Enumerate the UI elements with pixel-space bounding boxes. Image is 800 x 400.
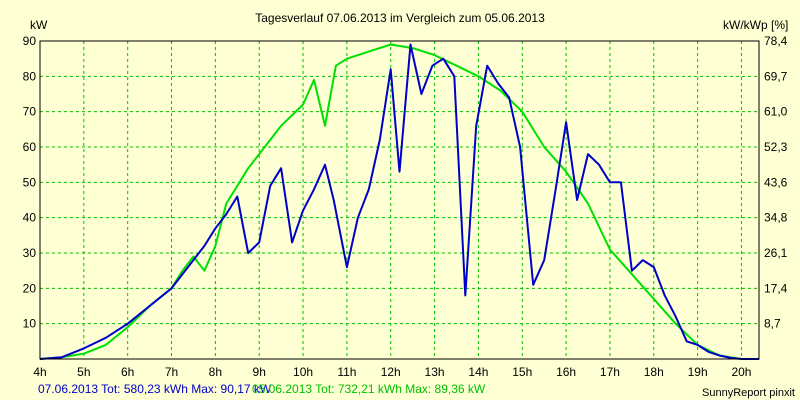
y-tick-label-left: 80 xyxy=(23,69,37,83)
series-line-blue xyxy=(39,43,759,360)
x-tick-label: 18h xyxy=(644,365,664,379)
plot-frame xyxy=(39,40,760,360)
x-tick-label: 9h xyxy=(253,365,266,379)
y-tick-label-right: 17,4 xyxy=(764,281,788,295)
x-tick-label: 19h xyxy=(688,365,708,379)
x-tick-label: 20h xyxy=(731,365,751,379)
x-tick-label: 12h xyxy=(381,365,401,379)
y-axis-right-label: kW/kWp [%] xyxy=(723,18,788,32)
footer-series2-summary: 05.06.2013 Tot: 732,21 kWh Max: 89,36 kW xyxy=(252,382,486,396)
series-lines xyxy=(39,43,759,360)
x-tick-label: 15h xyxy=(512,365,532,379)
y-tick-label-right: 52,3 xyxy=(764,140,788,154)
y-tick-label-right: 8,7 xyxy=(764,317,781,331)
x-tick-label: 11h xyxy=(337,365,356,379)
y-tick-label-right: 43,6 xyxy=(764,175,788,189)
x-tick-label: 17h xyxy=(600,365,620,379)
y-tick-label-left: 70 xyxy=(23,105,37,119)
footer-brand: SunnyReport pinxit xyxy=(702,387,795,399)
y-axis-left-label: kW xyxy=(30,18,48,32)
x-tick-label: 14h xyxy=(468,365,488,379)
y-tick-label-left: 50 xyxy=(23,175,37,189)
y-tick-label-left: 10 xyxy=(23,317,37,331)
y-tick-label-left: 20 xyxy=(23,281,37,295)
y-tick-label-right: 61,0 xyxy=(764,105,788,119)
y-tick-label-left: 40 xyxy=(23,211,37,225)
footer-series1-summary: 07.06.2013 Tot: 580,23 kWh Max: 90,17 kW xyxy=(38,382,272,396)
grid-lines xyxy=(39,40,759,359)
y-tick-label-left: 30 xyxy=(23,246,37,260)
y-tick-label-right: 78,4 xyxy=(764,34,788,48)
chart-title: Tagesverlauf 07.06.2013 im Vergleich zum… xyxy=(255,11,545,25)
y-tick-label-left: 90 xyxy=(23,34,37,48)
x-tick-label: 10h xyxy=(293,365,313,379)
y-tick-label-right: 26,1 xyxy=(764,246,788,260)
x-tick-label: 13h xyxy=(425,365,445,379)
y-tick-label-left: 60 xyxy=(23,140,37,154)
x-tick-label: 16h xyxy=(556,365,576,379)
y-tick-label-right: 34,8 xyxy=(764,211,788,225)
axis-ticks: 4h 5h 6h 7h 8h 9h 10h 11h 12h 13h 14h 15h 16h 17h 18h 1… xyxy=(23,34,788,379)
x-tick-label: 4h xyxy=(33,365,46,379)
x-tick-label: 5h xyxy=(77,365,90,379)
plot-area xyxy=(39,40,760,360)
series-line-green xyxy=(39,43,759,360)
y-tick-label-right: 69,7 xyxy=(764,69,788,83)
x-tick-label: 7h xyxy=(165,365,178,379)
x-tick-label: 6h xyxy=(121,365,134,379)
x-tick-label: 8h xyxy=(209,365,222,379)
